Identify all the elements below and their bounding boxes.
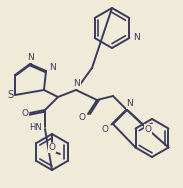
Text: O: O (79, 112, 85, 121)
Text: O: O (21, 109, 29, 118)
Text: N: N (127, 99, 133, 108)
Text: N: N (133, 33, 140, 42)
Text: HN: HN (30, 123, 42, 131)
Text: O: O (145, 124, 152, 133)
Text: S: S (7, 90, 13, 100)
Text: N: N (28, 54, 34, 62)
Text: O: O (102, 124, 109, 133)
Text: N: N (50, 64, 56, 73)
Text: N: N (74, 80, 80, 89)
Text: O: O (48, 143, 55, 152)
